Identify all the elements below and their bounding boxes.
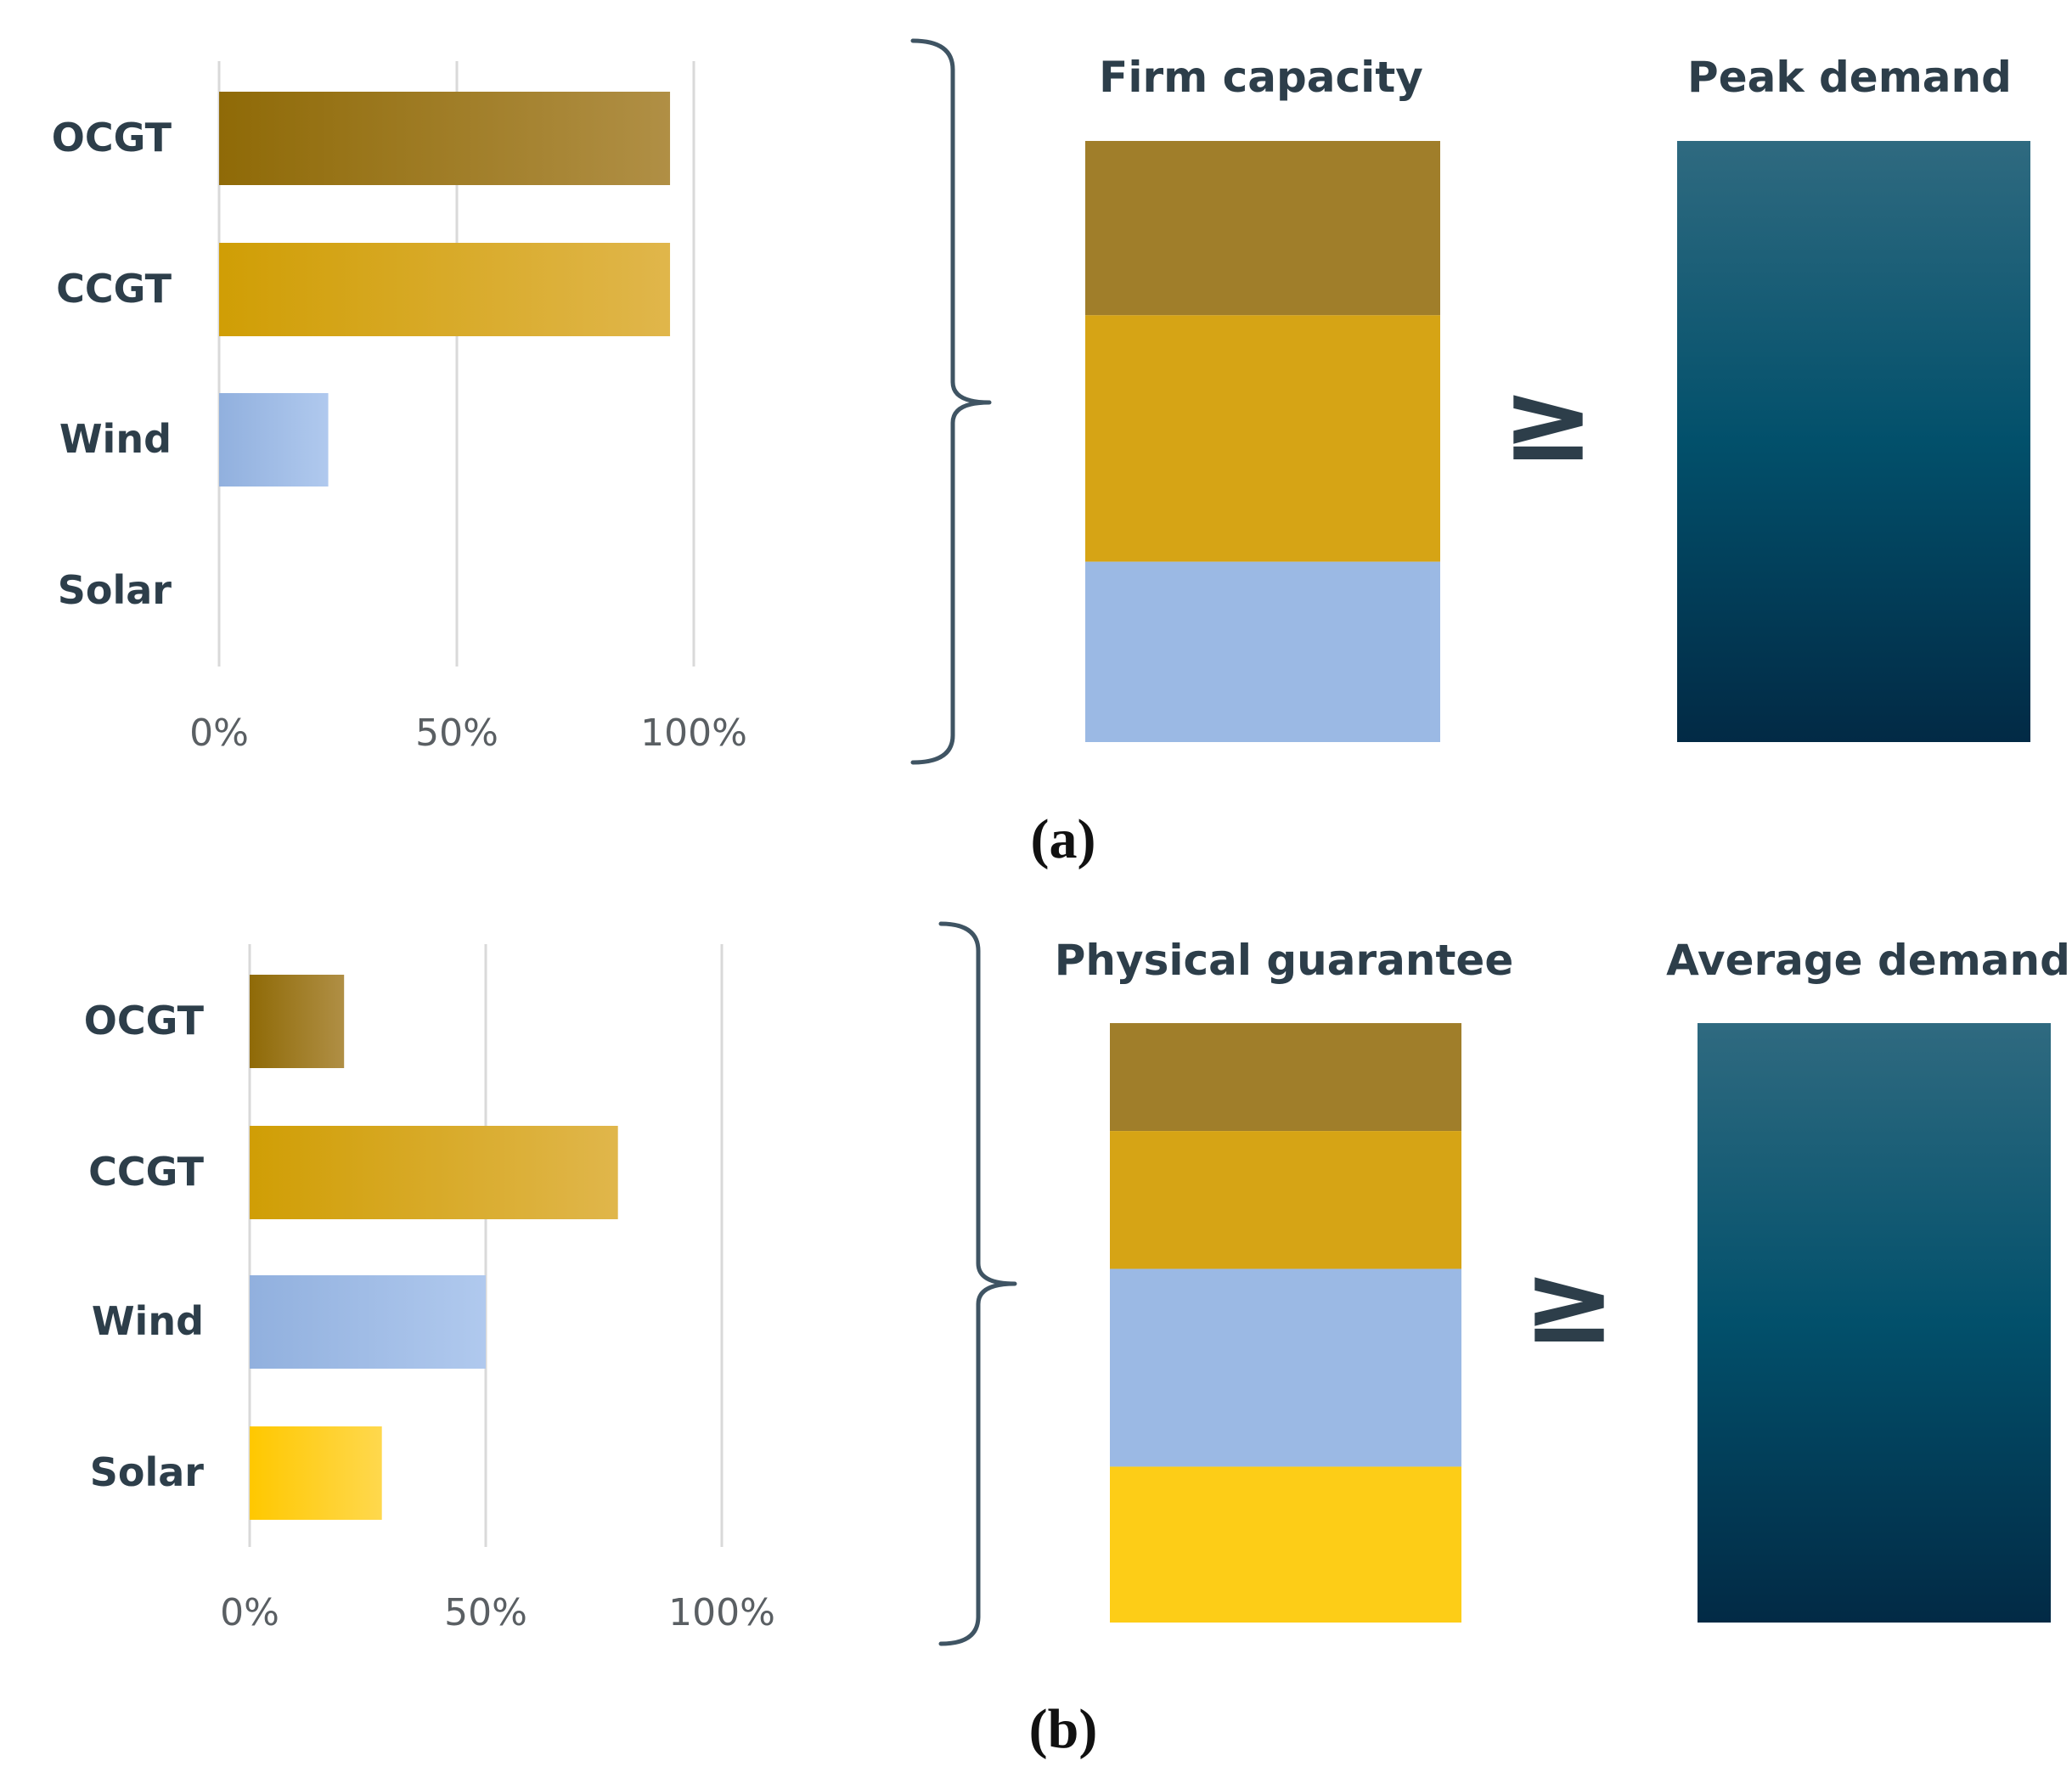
panel-b-stack-title: Physical guarantee: [1055, 936, 1514, 985]
panel-b-bar-chart: OCGT CCGT Wind Solar 0% 50% 100%: [84, 944, 775, 1634]
panel-b-bar-wind: [250, 1275, 486, 1369]
panel-a-stack: [1085, 141, 1440, 742]
panel-a-stack-wind: [1085, 561, 1440, 742]
panel-a-brace: [910, 38, 992, 765]
panel-b-bar-ocgt: [250, 975, 345, 1068]
panel-a-bar-chart: OCGT CCGT Wind Solar 0% 50% 100%: [52, 61, 747, 755]
panel-b: OCGT CCGT Wind Solar 0% 50% 100% Physica…: [84, 921, 2070, 1760]
panel-a-category-label: Wind: [59, 416, 172, 462]
panel-a-relation-symbol: ≥: [1502, 357, 1595, 486]
panel-b-stack: [1110, 1023, 1461, 1623]
panel-b-tick-label: 50%: [444, 1591, 527, 1634]
panel-b-relation-symbol: ≥: [1523, 1239, 1616, 1368]
panel-a-category-label: OCGT: [52, 115, 172, 160]
panel-a-stack-title: Firm capacity: [1099, 53, 1423, 102]
panel-a-tick-label: 50%: [415, 712, 498, 755]
panel-b-caption: (b): [1029, 1698, 1098, 1760]
panel-b-stack-solar: [1110, 1466, 1461, 1623]
panel-b-demand-block: [1698, 1023, 2051, 1623]
panel-a-bar-wind: [219, 393, 329, 487]
panel-b-category-label: Wind: [92, 1298, 204, 1344]
panel-a-demand-title: Peak demand: [1687, 53, 2012, 102]
panel-a-bar-ocgt: [219, 92, 671, 185]
panel-a-category-label: Solar: [58, 567, 172, 613]
panel-b-brace: [938, 921, 1017, 1646]
panel-b-category-label: CCGT: [88, 1149, 204, 1195]
panel-a-category-label: CCGT: [56, 266, 172, 312]
panel-a-demand-block: [1677, 141, 2030, 742]
panel-a-stack-ocgt: [1085, 141, 1440, 316]
panel-b-tick-label: 100%: [668, 1591, 775, 1634]
panel-a-tick-label: 0%: [189, 712, 249, 755]
panel-a-tick-label: 100%: [640, 712, 747, 755]
panel-a-caption: (a): [1031, 808, 1096, 870]
panel-b-tick-label: 0%: [220, 1591, 279, 1634]
panel-b-bar-solar: [250, 1426, 382, 1520]
panel-b-stack-wind: [1110, 1268, 1461, 1467]
panel-b-stack-ocgt: [1110, 1023, 1461, 1132]
panel-b-category-label: Solar: [90, 1449, 205, 1495]
panel-b-stack-ccgt: [1110, 1131, 1461, 1269]
panel-a-stack-ccgt: [1085, 315, 1440, 562]
panel-a: OCGT CCGT Wind Solar 0% 50% 100% Firm ca…: [52, 38, 2030, 870]
panel-a-bar-ccgt: [219, 243, 671, 336]
panel-b-demand-title: Average demand: [1666, 936, 2070, 985]
panel-b-bar-ccgt: [250, 1126, 618, 1219]
panel-b-category-label: OCGT: [84, 998, 205, 1043]
